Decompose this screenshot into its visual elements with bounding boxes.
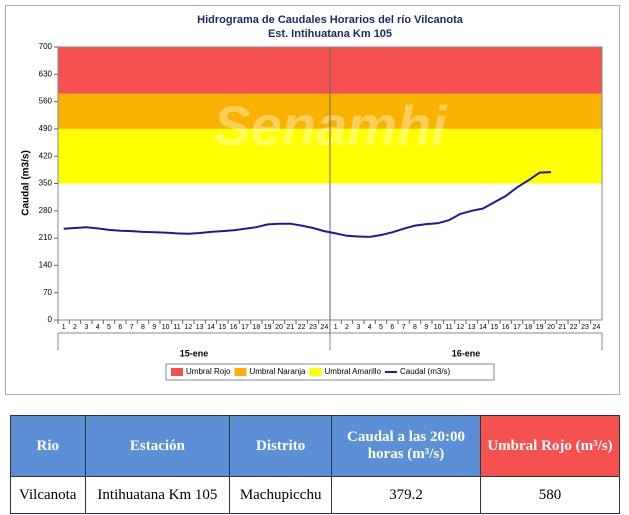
x-tick-label: 21 [286, 324, 294, 331]
x-tick-label: 13 [468, 324, 476, 331]
chart-frame [5, 5, 620, 395]
x-tick-label: 21 [558, 324, 566, 331]
table-cell: 379.2 [331, 476, 481, 514]
x-tick-label: 13 [196, 324, 204, 331]
x-tick-label: 6 [118, 324, 122, 331]
x-tick-label: 10 [162, 324, 170, 331]
x-tick-label: 7 [130, 324, 134, 331]
series-line [63, 171, 552, 238]
x-tick-label: 16 [230, 324, 238, 331]
table-header: Caudal a las 20:00 horas (m³/s) [331, 415, 481, 477]
legend-label: Umbral Naranja [249, 367, 306, 376]
table-cell: 580 [480, 476, 620, 514]
x-tick-label: 23 [581, 324, 589, 331]
x-tick-label: 5 [379, 324, 383, 331]
group-label: 15-ene [180, 348, 209, 358]
group-label: 16-ene [452, 348, 481, 358]
x-tick-label: 19 [264, 324, 272, 331]
table-header: Rio [10, 415, 86, 477]
x-tick-label: 2 [73, 324, 77, 331]
legend-swatch [309, 368, 322, 376]
x-tick-label: 2 [345, 324, 349, 331]
table-cell: Vilcanota [10, 476, 86, 514]
chart-subtitle: Est. Intihuatana Km 105 [268, 28, 392, 40]
chart: Hidrograma de Caudales Horarios del río … [21, 14, 603, 381]
y-tick-label: 630 [39, 69, 53, 78]
legend-swatch [234, 368, 247, 376]
legend-swatch [171, 368, 183, 376]
table-header: Distrito [229, 415, 332, 477]
x-tick-label: 22 [298, 324, 306, 331]
table-header: Estación [84, 415, 231, 477]
y-tick-label: 70 [43, 288, 52, 297]
x-tick-label: 7 [402, 324, 406, 331]
legend-box [165, 363, 495, 381]
table-cell: Machupicchu [229, 476, 332, 514]
x-tick-label: 1 [334, 324, 338, 331]
x-tick-label: 12 [456, 324, 464, 331]
x-tick-label: 4 [368, 324, 372, 331]
x-tick-label: 20 [275, 324, 283, 331]
x-tick-label: 24 [592, 324, 600, 331]
chart-title: Hidrograma de Caudales Horarios del río … [197, 14, 464, 26]
y-tick-label: 350 [39, 179, 53, 188]
x-tick-label: 24 [320, 324, 328, 331]
x-tick-label: 5 [107, 324, 111, 331]
table-cell: Intihuatana Km 105 [84, 476, 231, 514]
y-tick-label: 700 [39, 42, 53, 51]
x-tick-label: 15 [490, 324, 498, 331]
x-tick-label: 11 [445, 324, 452, 331]
x-tick-label: 18 [524, 324, 532, 331]
x-tick-label: 17 [513, 324, 521, 331]
y-tick-label: 420 [39, 151, 53, 160]
x-tick-label: 6 [390, 324, 394, 331]
x-tick-label: 19 [536, 324, 544, 331]
x-tick-label: 3 [356, 324, 360, 331]
x-tick-label: 18 [252, 324, 260, 331]
y-tick-label: 490 [39, 124, 53, 133]
y-tick-label: 280 [39, 206, 53, 215]
x-tick-label: 10 [434, 324, 442, 331]
y-tick-label: 210 [39, 233, 53, 242]
x-tick-label: 23 [309, 324, 317, 331]
x-tick-label: 4 [96, 324, 100, 331]
legend-label: Umbral Amarillo [325, 367, 382, 376]
x-tick-label: 20 [547, 324, 555, 331]
x-tick-label: 14 [479, 324, 487, 331]
y-tick-label: 140 [39, 261, 53, 270]
table-header: Umbral Rojo (m³/s) [480, 415, 620, 477]
x-tick-label: 16 [502, 324, 510, 331]
x-tick-label: 14 [207, 324, 215, 331]
x-tick-label: 17 [241, 324, 249, 331]
y-tick-label: 0 [48, 315, 53, 324]
legend-label: Caudal (m3/s) [400, 367, 451, 376]
x-tick-label: 12 [184, 324, 192, 331]
watermark: Senamhi [213, 94, 448, 157]
x-tick-label: 8 [413, 324, 417, 331]
y-tick-label: 560 [39, 97, 53, 106]
x-tick-label: 11 [173, 324, 180, 331]
data-table: Rio Estación Distrito Caudal a las 20:00… [10, 415, 620, 514]
x-tick-label: 9 [152, 324, 156, 331]
x-tick-label: 8 [141, 324, 145, 331]
x-tick-label: 15 [218, 324, 226, 331]
y-axis-label: Caudal (m3/s) [21, 150, 32, 216]
x-tick-label: 1 [62, 324, 66, 331]
x-tick-label: 9 [424, 324, 428, 331]
legend-label: Umbral Rojo [186, 367, 231, 376]
x-tick-label: 3 [84, 324, 88, 331]
x-tick-label: 22 [570, 324, 578, 331]
